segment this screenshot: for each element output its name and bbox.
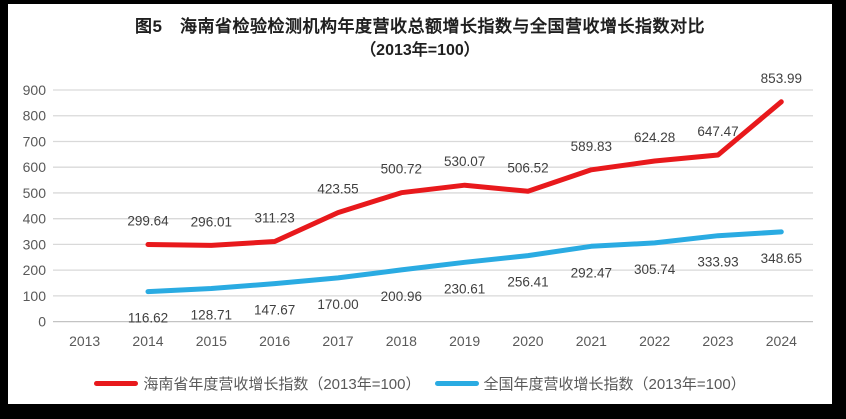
data-label: 348.65 [761, 251, 802, 266]
data-label: 299.64 [127, 213, 169, 228]
x-axis-tick-label: 2020 [512, 333, 543, 349]
y-axis-tick-label: 600 [23, 159, 47, 175]
data-label: 305.74 [634, 262, 676, 277]
chart-figure: 图5 海南省检验检测机构年度营收总额增长指数与全国营收增长指数对比 （2013年… [8, 4, 832, 404]
figure-title: 图5 海南省检验检测机构年度营收总额增长指数与全国营收增长指数对比 （2013年… [8, 15, 832, 63]
data-label: 506.52 [507, 160, 548, 175]
y-axis-tick-label: 800 [23, 108, 47, 124]
x-axis-tick-label: 2022 [639, 333, 670, 349]
data-label: 647.47 [697, 124, 738, 139]
x-axis-tick-label: 2023 [702, 333, 733, 349]
x-axis-tick-label: 2014 [132, 333, 163, 349]
data-label: 589.83 [571, 139, 612, 154]
y-axis-tick-label: 100 [23, 288, 47, 304]
data-label: 200.96 [381, 289, 422, 304]
y-axis-tick-label: 900 [23, 82, 47, 98]
data-label: 423.55 [317, 182, 358, 197]
legend-label-national: 全国年度营收增长指数（2013年=100） [483, 375, 746, 393]
figure-title-line2: （2013年=100） [360, 42, 480, 59]
data-label: 311.23 [255, 211, 295, 226]
y-axis-tick-label: 500 [23, 185, 47, 201]
x-axis-tick-label: 2015 [196, 333, 227, 349]
y-axis-tick-label: 700 [23, 133, 47, 149]
data-label: 296.01 [191, 214, 232, 229]
legend-label-hainan: 海南省年度营收增长指数（2013年=100） [143, 375, 421, 393]
data-label: 116.62 [128, 311, 168, 326]
data-label: 170.00 [317, 297, 358, 312]
data-label: 530.07 [444, 154, 485, 169]
data-label: 624.28 [634, 130, 675, 145]
legend-item-hainan: 海南省年度营收增长指数（2013年=100） [94, 373, 421, 394]
data-label: 853.99 [761, 71, 802, 86]
y-axis-tick-label: 0 [38, 314, 46, 330]
data-label: 230.61 [444, 281, 485, 296]
x-axis-tick-label: 2016 [259, 333, 290, 349]
x-axis-tick-label: 2013 [69, 333, 100, 349]
y-axis-tick-label: 200 [23, 262, 47, 278]
figure-title-line1: 图5 海南省检验检测机构年度营收总额增长指数与全国营收增长指数对比 [135, 17, 705, 36]
y-axis-tick-label: 400 [23, 211, 47, 227]
x-axis-tick-label: 2024 [766, 333, 797, 349]
legend: 海南省年度营收增长指数（2013年=100） 全国年度营收增长指数（2013年=… [8, 370, 832, 396]
x-axis-tick-label: 2018 [386, 333, 417, 349]
legend-swatch-hainan [94, 380, 139, 386]
x-axis-tick-label: 2021 [576, 333, 607, 349]
data-label: 292.47 [571, 265, 612, 280]
x-axis-tick-label: 2019 [449, 333, 480, 349]
legend-swatch-national [434, 380, 479, 386]
x-axis-tick-label: 2017 [322, 333, 353, 349]
data-label: 256.41 [507, 275, 548, 290]
data-label: 147.67 [254, 303, 295, 318]
data-label: 500.72 [381, 162, 422, 177]
data-label: 333.93 [697, 255, 738, 270]
line-chart: 0 100 200 300 400 500 600 700 800 900 2013 2014 2015… [23, 71, 813, 349]
series-line-national [145, 229, 784, 295]
data-label: 128.71 [191, 307, 232, 322]
series-line-hainan [145, 99, 784, 248]
legend-item-national: 全国年度营收增长指数（2013年=100） [434, 373, 746, 394]
y-axis-tick-label: 300 [23, 236, 47, 252]
